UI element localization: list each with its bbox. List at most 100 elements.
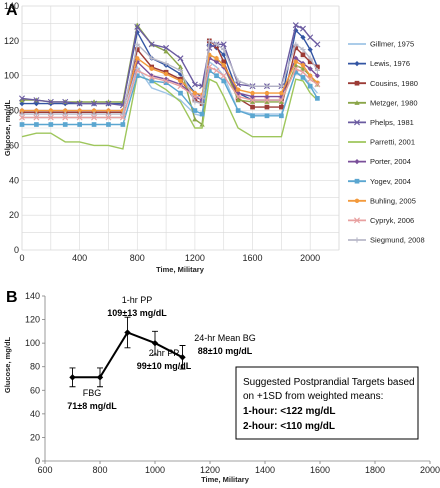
data-point <box>69 374 76 381</box>
annotation-mean-value: 88±10 mg/dL <box>198 346 253 356</box>
data-point <box>206 44 213 51</box>
data-point <box>293 45 299 51</box>
panel-b-y-tick-label: 60 <box>30 385 40 395</box>
data-point <box>314 41 321 48</box>
data-point <box>307 34 314 41</box>
data-point <box>249 99 256 104</box>
series-parretti-2001 <box>21 74 318 150</box>
legend-swatch-marker <box>354 198 360 204</box>
data-point <box>62 114 69 121</box>
data-point <box>177 64 184 70</box>
data-point <box>278 99 284 104</box>
panel-b-y-axis-label: Glucose, mg/dL <box>3 336 12 393</box>
panel-b-x-tick-label: 1600 <box>310 465 330 475</box>
data-point <box>264 113 270 119</box>
panel-a-y-tick-label: 100 <box>4 71 19 81</box>
data-point <box>314 81 321 88</box>
data-point <box>235 87 241 92</box>
panel-a-x-axis-label: Time, Military <box>156 265 205 274</box>
legend-label: Parretti, 2001 <box>370 138 415 147</box>
legend-label: Cousins, 1980 <box>370 79 418 88</box>
data-point <box>48 122 54 127</box>
data-point <box>221 78 227 84</box>
panel-a-y-axis-label: Glucose, mg/dL <box>3 99 12 156</box>
series-buhling-2005 <box>19 52 320 113</box>
data-point <box>47 114 54 121</box>
data-point <box>293 41 299 47</box>
legend-swatch-marker <box>354 159 360 165</box>
textbox-line-3: 1-hour: <122 mg/dL <box>243 406 336 417</box>
legend-entry-parretti-2001: Parretti, 2001 <box>348 138 415 147</box>
data-point <box>221 59 227 65</box>
legend-swatch-marker <box>354 217 360 224</box>
data-point <box>199 111 205 117</box>
legend-swatch-marker <box>354 61 360 67</box>
data-point <box>163 48 169 54</box>
data-point <box>19 95 25 102</box>
legend-label: Phelps, 1981 <box>370 118 414 127</box>
annotation-fbg-label: FBG <box>83 388 102 398</box>
legend-swatch-marker <box>354 80 360 86</box>
data-point <box>315 96 320 101</box>
data-point <box>105 111 112 117</box>
legend-entry-buhling-2005: Buhling, 2005 <box>348 196 416 205</box>
legend-entry-yogev-2004: Yogev, 2004 <box>348 177 411 186</box>
data-point <box>249 83 256 89</box>
panel-b-y-tick-label: 0 <box>35 456 40 466</box>
data-point <box>192 90 198 96</box>
data-point <box>192 108 198 113</box>
panel-a-x-tick-label: 1600 <box>243 253 263 263</box>
data-point <box>300 34 306 40</box>
data-point <box>62 122 68 127</box>
data-point <box>91 122 97 127</box>
data-point <box>213 41 220 47</box>
legend-label: Siegmund, 2008 <box>370 236 425 245</box>
data-point <box>48 111 54 117</box>
data-point <box>134 67 141 74</box>
data-point <box>235 78 241 84</box>
data-point <box>177 83 184 90</box>
data-point <box>177 67 184 74</box>
data-point <box>191 81 198 88</box>
data-point <box>106 108 111 113</box>
legend-entry-siegmund-2008: Siegmund, 2008 <box>348 236 425 245</box>
panel-b-x-tick-label: 2000 <box>420 465 440 475</box>
series-cypryk-2006 <box>19 64 321 121</box>
data-point <box>19 111 25 117</box>
data-point <box>278 94 284 100</box>
data-point <box>299 69 306 76</box>
legend-label: Buhling, 2005 <box>370 196 416 205</box>
data-point <box>77 108 82 113</box>
data-point <box>105 100 112 107</box>
textbox-line-1: Suggested Postprandial Targets based <box>243 377 415 388</box>
data-point <box>119 114 126 121</box>
panel-a-x-tick-label: 400 <box>72 253 87 263</box>
panel-a-x-tick-label: 800 <box>130 253 145 263</box>
data-point <box>19 114 25 121</box>
data-point <box>250 104 255 110</box>
data-point <box>163 71 169 77</box>
data-point <box>96 374 104 381</box>
data-point <box>307 46 313 53</box>
data-point <box>33 97 40 104</box>
data-point <box>300 46 306 53</box>
panel-b-x-tick-label: 1200 <box>200 465 220 475</box>
data-point <box>264 99 270 104</box>
data-point <box>264 83 270 89</box>
data-point <box>76 100 83 107</box>
data-point <box>199 93 206 100</box>
data-point <box>48 108 54 113</box>
panel-b-y-tick-label: 100 <box>25 338 40 348</box>
data-point <box>264 94 270 100</box>
panel-b-y-tick-label: 40 <box>30 409 40 419</box>
legend-label: Porter, 2004 <box>370 157 411 166</box>
data-point <box>19 97 25 103</box>
data-point <box>235 97 241 103</box>
legend-swatch-marker <box>354 100 360 105</box>
data-point <box>221 63 226 68</box>
data-point <box>91 100 98 107</box>
legend-label: Yogev, 2004 <box>370 177 411 186</box>
panel-a-y-tick-label: 60 <box>9 140 19 150</box>
data-point <box>47 98 54 105</box>
